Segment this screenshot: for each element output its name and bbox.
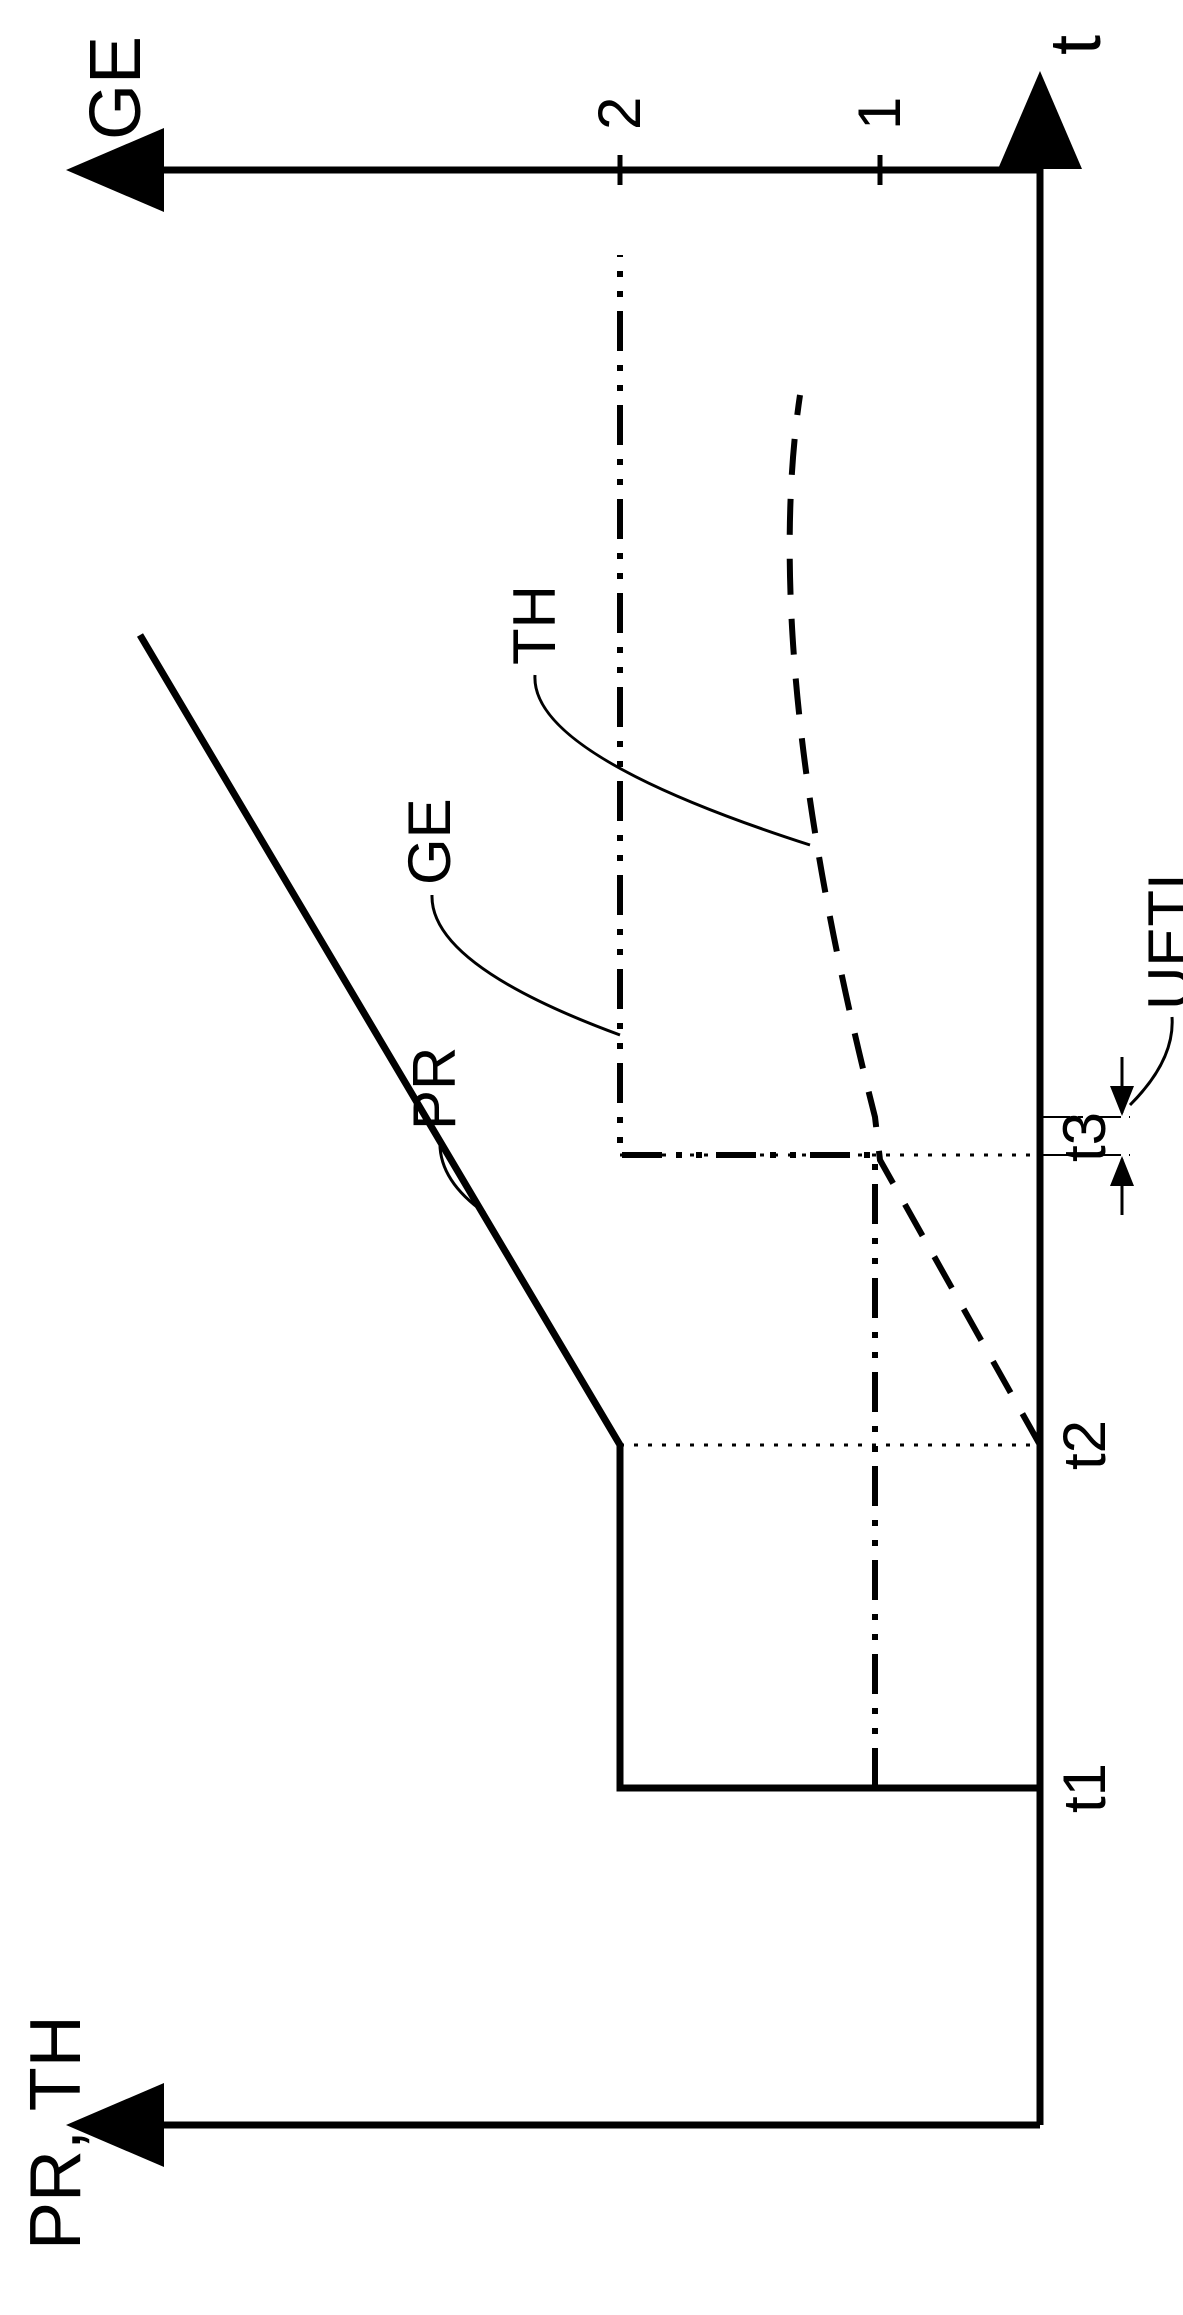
ueti-label: UETI bbox=[1136, 873, 1183, 1010]
th-label: TH bbox=[501, 585, 568, 665]
x-axis-label: t bbox=[1036, 35, 1116, 55]
ge-tick-1-label: 1 bbox=[846, 97, 913, 130]
t1-label: t1 bbox=[1051, 1763, 1118, 1813]
pr-label: PR bbox=[401, 1047, 468, 1130]
right-y-axis-label: GE bbox=[76, 36, 156, 140]
ge-curve bbox=[620, 255, 875, 1788]
th-curve bbox=[790, 395, 1040, 1445]
th-leader bbox=[535, 675, 810, 845]
left-y-axis-label: PR, TH bbox=[16, 2015, 96, 2250]
ge-label: GE bbox=[396, 798, 463, 885]
ge-leader bbox=[432, 895, 620, 1035]
pr-curve bbox=[140, 635, 1040, 1788]
ueti-leader bbox=[1130, 1017, 1172, 1105]
t2-label: t2 bbox=[1051, 1420, 1118, 1470]
ge-tick-2-label: 2 bbox=[586, 97, 653, 130]
rotated-drawing: t PR, TH GE 1 2 t1 t2 t3 PR GE bbox=[16, 35, 1183, 2250]
diagram-canvas: t PR, TH GE 1 2 t1 t2 t3 PR GE bbox=[0, 0, 1183, 2315]
